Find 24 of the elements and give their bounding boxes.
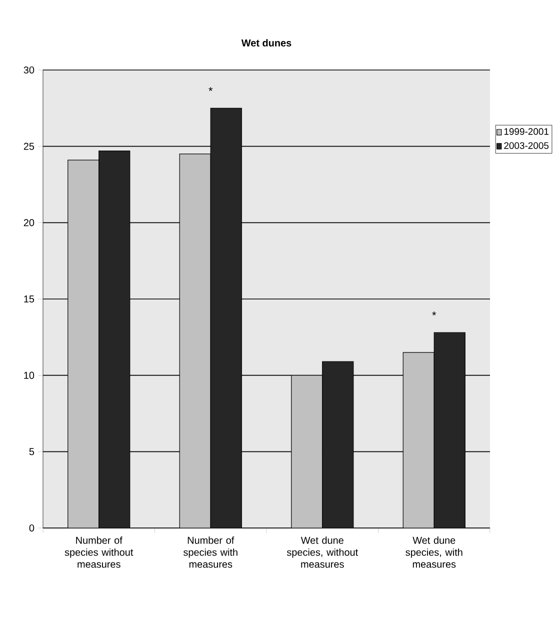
- bar: [180, 154, 211, 528]
- y-tick-label: 10: [24, 372, 34, 379]
- bar: [291, 375, 322, 528]
- annotation: *: [208, 87, 213, 91]
- bar: [98, 150, 130, 528]
- x-tick-label: Number of species without measures: [64, 536, 134, 568]
- y-tick-label: 25: [24, 142, 34, 150]
- y-tick-label: 5: [29, 448, 34, 456]
- annotation: *: [432, 312, 436, 316]
- x-tick-label: Number of species with measures: [184, 536, 238, 568]
- bar: [434, 332, 466, 528]
- chart-title: Wet dunes: [241, 39, 292, 46]
- bar: [68, 160, 99, 528]
- x-tick-label: Wet dune species, without measures: [286, 536, 358, 568]
- y-tick-label: 20: [24, 219, 34, 226]
- bar: [322, 362, 354, 528]
- y-tick-label: 15: [24, 296, 34, 302]
- y-tick-label: 0: [29, 524, 34, 532]
- legend-label: 2003-2005: [504, 142, 549, 149]
- bar: [210, 108, 242, 528]
- y-tick-label: 30: [24, 66, 34, 74]
- x-tick-label: Wet dune species, with measures: [406, 536, 462, 568]
- bar: [402, 352, 434, 528]
- legend-label: 1999-2001: [504, 128, 548, 135]
